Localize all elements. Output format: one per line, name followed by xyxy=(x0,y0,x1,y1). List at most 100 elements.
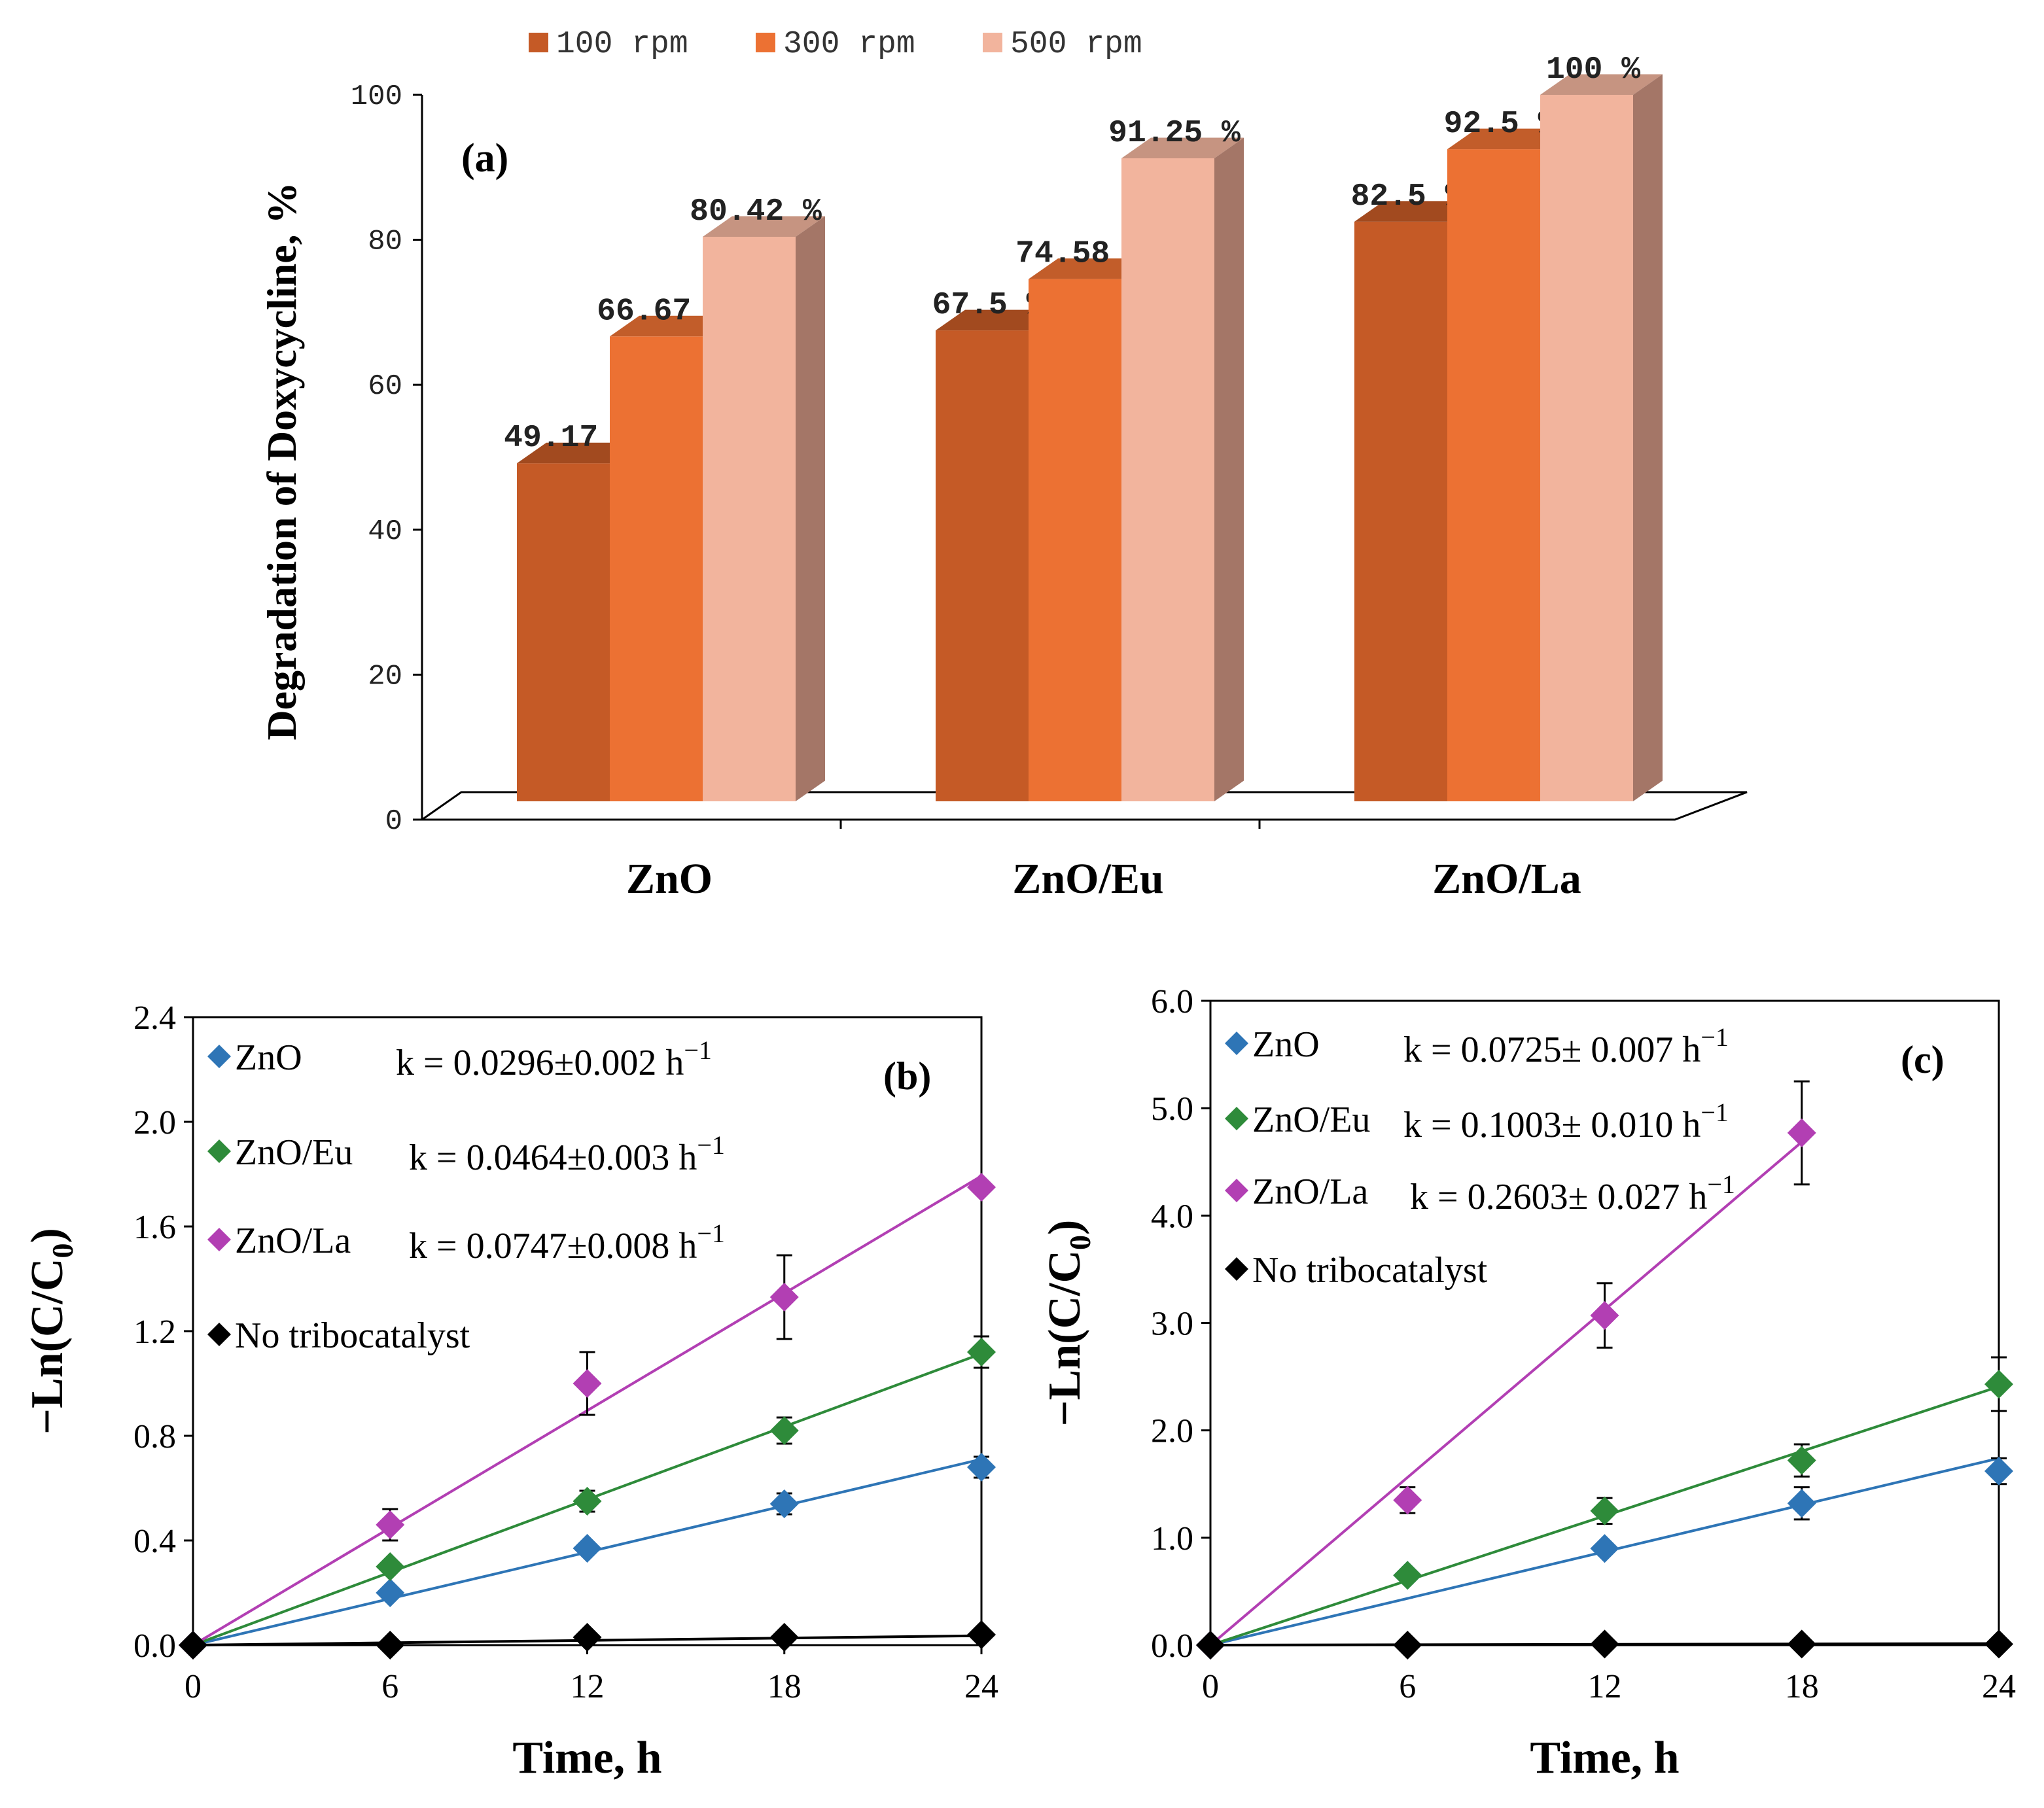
data-point-ZnO/Eu xyxy=(769,1416,799,1445)
x-tick-label: 6 xyxy=(381,1668,398,1705)
rate-constant-value: k = 0.1003± 0.010 h xyxy=(1403,1105,1700,1145)
data-point-No tribocatalyst xyxy=(573,1623,602,1652)
bar-side-face xyxy=(1633,74,1663,801)
data-point-ZnO/Eu xyxy=(1787,1446,1816,1475)
legend-entry-label: 100 rpm xyxy=(556,27,688,62)
panel-b-kinetics-plot: 0.0 0.4 0.8 1.2 1.6 2.0 2.4 0 6 12 18 24 Time, h −Ln(… xyxy=(22,1000,998,1783)
legend-marker-ZnO/Eu xyxy=(207,1139,231,1163)
rate-constant-value: k = 0.0464±0.003 h xyxy=(409,1138,697,1178)
data-point-ZnO xyxy=(1590,1534,1619,1563)
rate-constant-label: k = 0.0725± 0.007 h−1 xyxy=(1403,1022,1729,1070)
data-point-ZnO/Eu xyxy=(1590,1496,1619,1525)
rate-constant-label: k = 0.0747±0.008 h−1 xyxy=(409,1219,725,1266)
rate-constant-value: k = 0.0747±0.008 h xyxy=(409,1226,697,1266)
y-tick-label: 0.0 xyxy=(1151,1627,1193,1665)
x-tick-label: 12 xyxy=(571,1668,605,1705)
y-tick-label: 3.0 xyxy=(1151,1306,1193,1343)
panel-label-b: (b) xyxy=(883,1054,931,1098)
panel-c-kinetics-plot: 0.0 1.0 2.0 3.0 4.0 5.0 6.0 0 6 12 18 24 Time, h −Ln(… xyxy=(1040,983,2016,1783)
rate-constant-value: k = 0.0296±0.002 h xyxy=(396,1043,684,1083)
bar-top-face xyxy=(703,216,825,237)
data-point-No tribocatalyst xyxy=(1590,1629,1619,1659)
x-tick-label: 18 xyxy=(1785,1668,1819,1705)
data-point-ZnO xyxy=(1984,1457,2013,1486)
y-axis-title-end: ) xyxy=(22,1228,73,1243)
legend-entry-label: No tribocatalyst xyxy=(235,1315,470,1356)
y-tick-label: 2.0 xyxy=(133,1104,176,1141)
data-point-No tribocatalyst xyxy=(1984,1629,2013,1659)
data-point-ZnO/Eu xyxy=(967,1338,996,1366)
legend-swatch-100 rpm xyxy=(529,33,548,52)
data-point-No tribocatalyst xyxy=(376,1631,405,1660)
rate-constant-exponent: −1 xyxy=(1700,1098,1729,1127)
x-axis-title: Time, h xyxy=(512,1733,661,1783)
rate-constant-label: k = 0.2603± 0.027 h−1 xyxy=(1410,1170,1735,1217)
y-axis-title: −Ln(C/C0) xyxy=(22,1228,79,1434)
legend-entry-label: ZnO/Eu xyxy=(1252,1100,1370,1140)
data-point-No tribocatalyst xyxy=(1787,1629,1816,1659)
legend-marker-ZnO/La xyxy=(1225,1179,1248,1202)
x-category-label: ZnO/La xyxy=(1432,855,1581,903)
legend-swatch-500 rpm xyxy=(983,33,1002,52)
y-tick-label: 2.0 xyxy=(1151,1413,1193,1450)
bar-side-face xyxy=(1214,137,1244,801)
bar-data-label: 91.25 % xyxy=(1108,116,1241,151)
data-point-ZnO/La xyxy=(1590,1301,1619,1330)
data-point-ZnO/La xyxy=(573,1369,602,1398)
bar-top-face xyxy=(936,309,1058,331)
y-axis-title: Degradation of Doxycycline, % xyxy=(258,182,305,740)
legend-swatch-300 rpm xyxy=(756,33,775,52)
y-tick-label: 4.0 xyxy=(1151,1198,1193,1235)
y-axis-title-main: −Ln(C/C xyxy=(22,1258,73,1434)
fit-line-ZnO/La xyxy=(1209,1141,1803,1646)
data-point-No tribocatalyst xyxy=(179,1631,207,1660)
rate-constant-label: k = 0.0464±0.003 h−1 xyxy=(409,1130,725,1178)
bar-data-label: 82.5 % xyxy=(1351,179,1464,215)
bar-top-face xyxy=(517,442,639,464)
legend-entry-label: 300 rpm xyxy=(783,27,915,62)
legend-marker-ZnO xyxy=(1225,1032,1248,1055)
y-axis-title-sub: 0 xyxy=(1063,1235,1097,1250)
y-tick-label: 0.4 xyxy=(133,1523,176,1560)
y-tick-label: 100 xyxy=(351,80,402,113)
y-axis-title-end: ) xyxy=(1040,1220,1090,1235)
data-point-ZnO xyxy=(967,1453,996,1482)
data-point-ZnO xyxy=(573,1534,602,1563)
rate-constant-label: k = 0.0296±0.002 h−1 xyxy=(396,1035,712,1083)
panel-label-a: (a) xyxy=(461,136,508,181)
bar-top-face xyxy=(1447,128,1570,150)
x-category-label: ZnO xyxy=(626,855,713,903)
legend-marker-No tribocatalyst xyxy=(1225,1257,1248,1281)
x-tick-label: 24 xyxy=(964,1668,998,1705)
legend-entry-label: ZnO xyxy=(1252,1024,1320,1065)
data-point-ZnO/Eu xyxy=(1984,1370,2013,1399)
bar-data-label: 100 % xyxy=(1546,52,1640,88)
x-tick-label: 0 xyxy=(1202,1668,1219,1705)
bar-data-label: 92.5 % xyxy=(1444,107,1557,142)
y-tick-label: 6.0 xyxy=(1151,983,1193,1020)
x-tick-label: 12 xyxy=(1588,1668,1622,1705)
x-tick-label: 0 xyxy=(185,1668,202,1705)
x-tick-label: 24 xyxy=(1982,1668,2016,1705)
bar-ZnO-100 rpm xyxy=(517,463,610,801)
rate-constant-exponent: −1 xyxy=(1700,1022,1729,1052)
data-point-ZnO/La xyxy=(967,1173,996,1202)
bar-data-label: 67.5 % xyxy=(932,288,1046,323)
rate-constant-value: k = 0.0725± 0.007 h xyxy=(1403,1030,1700,1070)
y-tick-label: 2.4 xyxy=(133,1000,176,1037)
y-tick-label: 1.2 xyxy=(133,1313,176,1351)
legend-marker-ZnO/Eu xyxy=(1225,1107,1248,1130)
bar-ZnO-500 rpm xyxy=(703,236,796,801)
legend-entry-label: ZnO/La xyxy=(1252,1172,1368,1212)
data-point-ZnO xyxy=(1787,1489,1816,1518)
y-axis-title: −Ln(C/C0) xyxy=(1040,1220,1097,1427)
bar-top-face xyxy=(1354,201,1477,222)
y-tick-label: 40 xyxy=(368,515,402,548)
rate-constant-exponent: −1 xyxy=(697,1219,725,1248)
legend-marker-ZnO xyxy=(207,1045,231,1068)
data-point-ZnO/La xyxy=(769,1283,799,1312)
y-axis-title-main: −Ln(C/C xyxy=(1040,1250,1090,1426)
rate-constant-exponent: −1 xyxy=(684,1035,712,1065)
y-tick-label: 0.0 xyxy=(133,1627,176,1665)
bar-ZnO/La-100 rpm xyxy=(1354,221,1447,801)
